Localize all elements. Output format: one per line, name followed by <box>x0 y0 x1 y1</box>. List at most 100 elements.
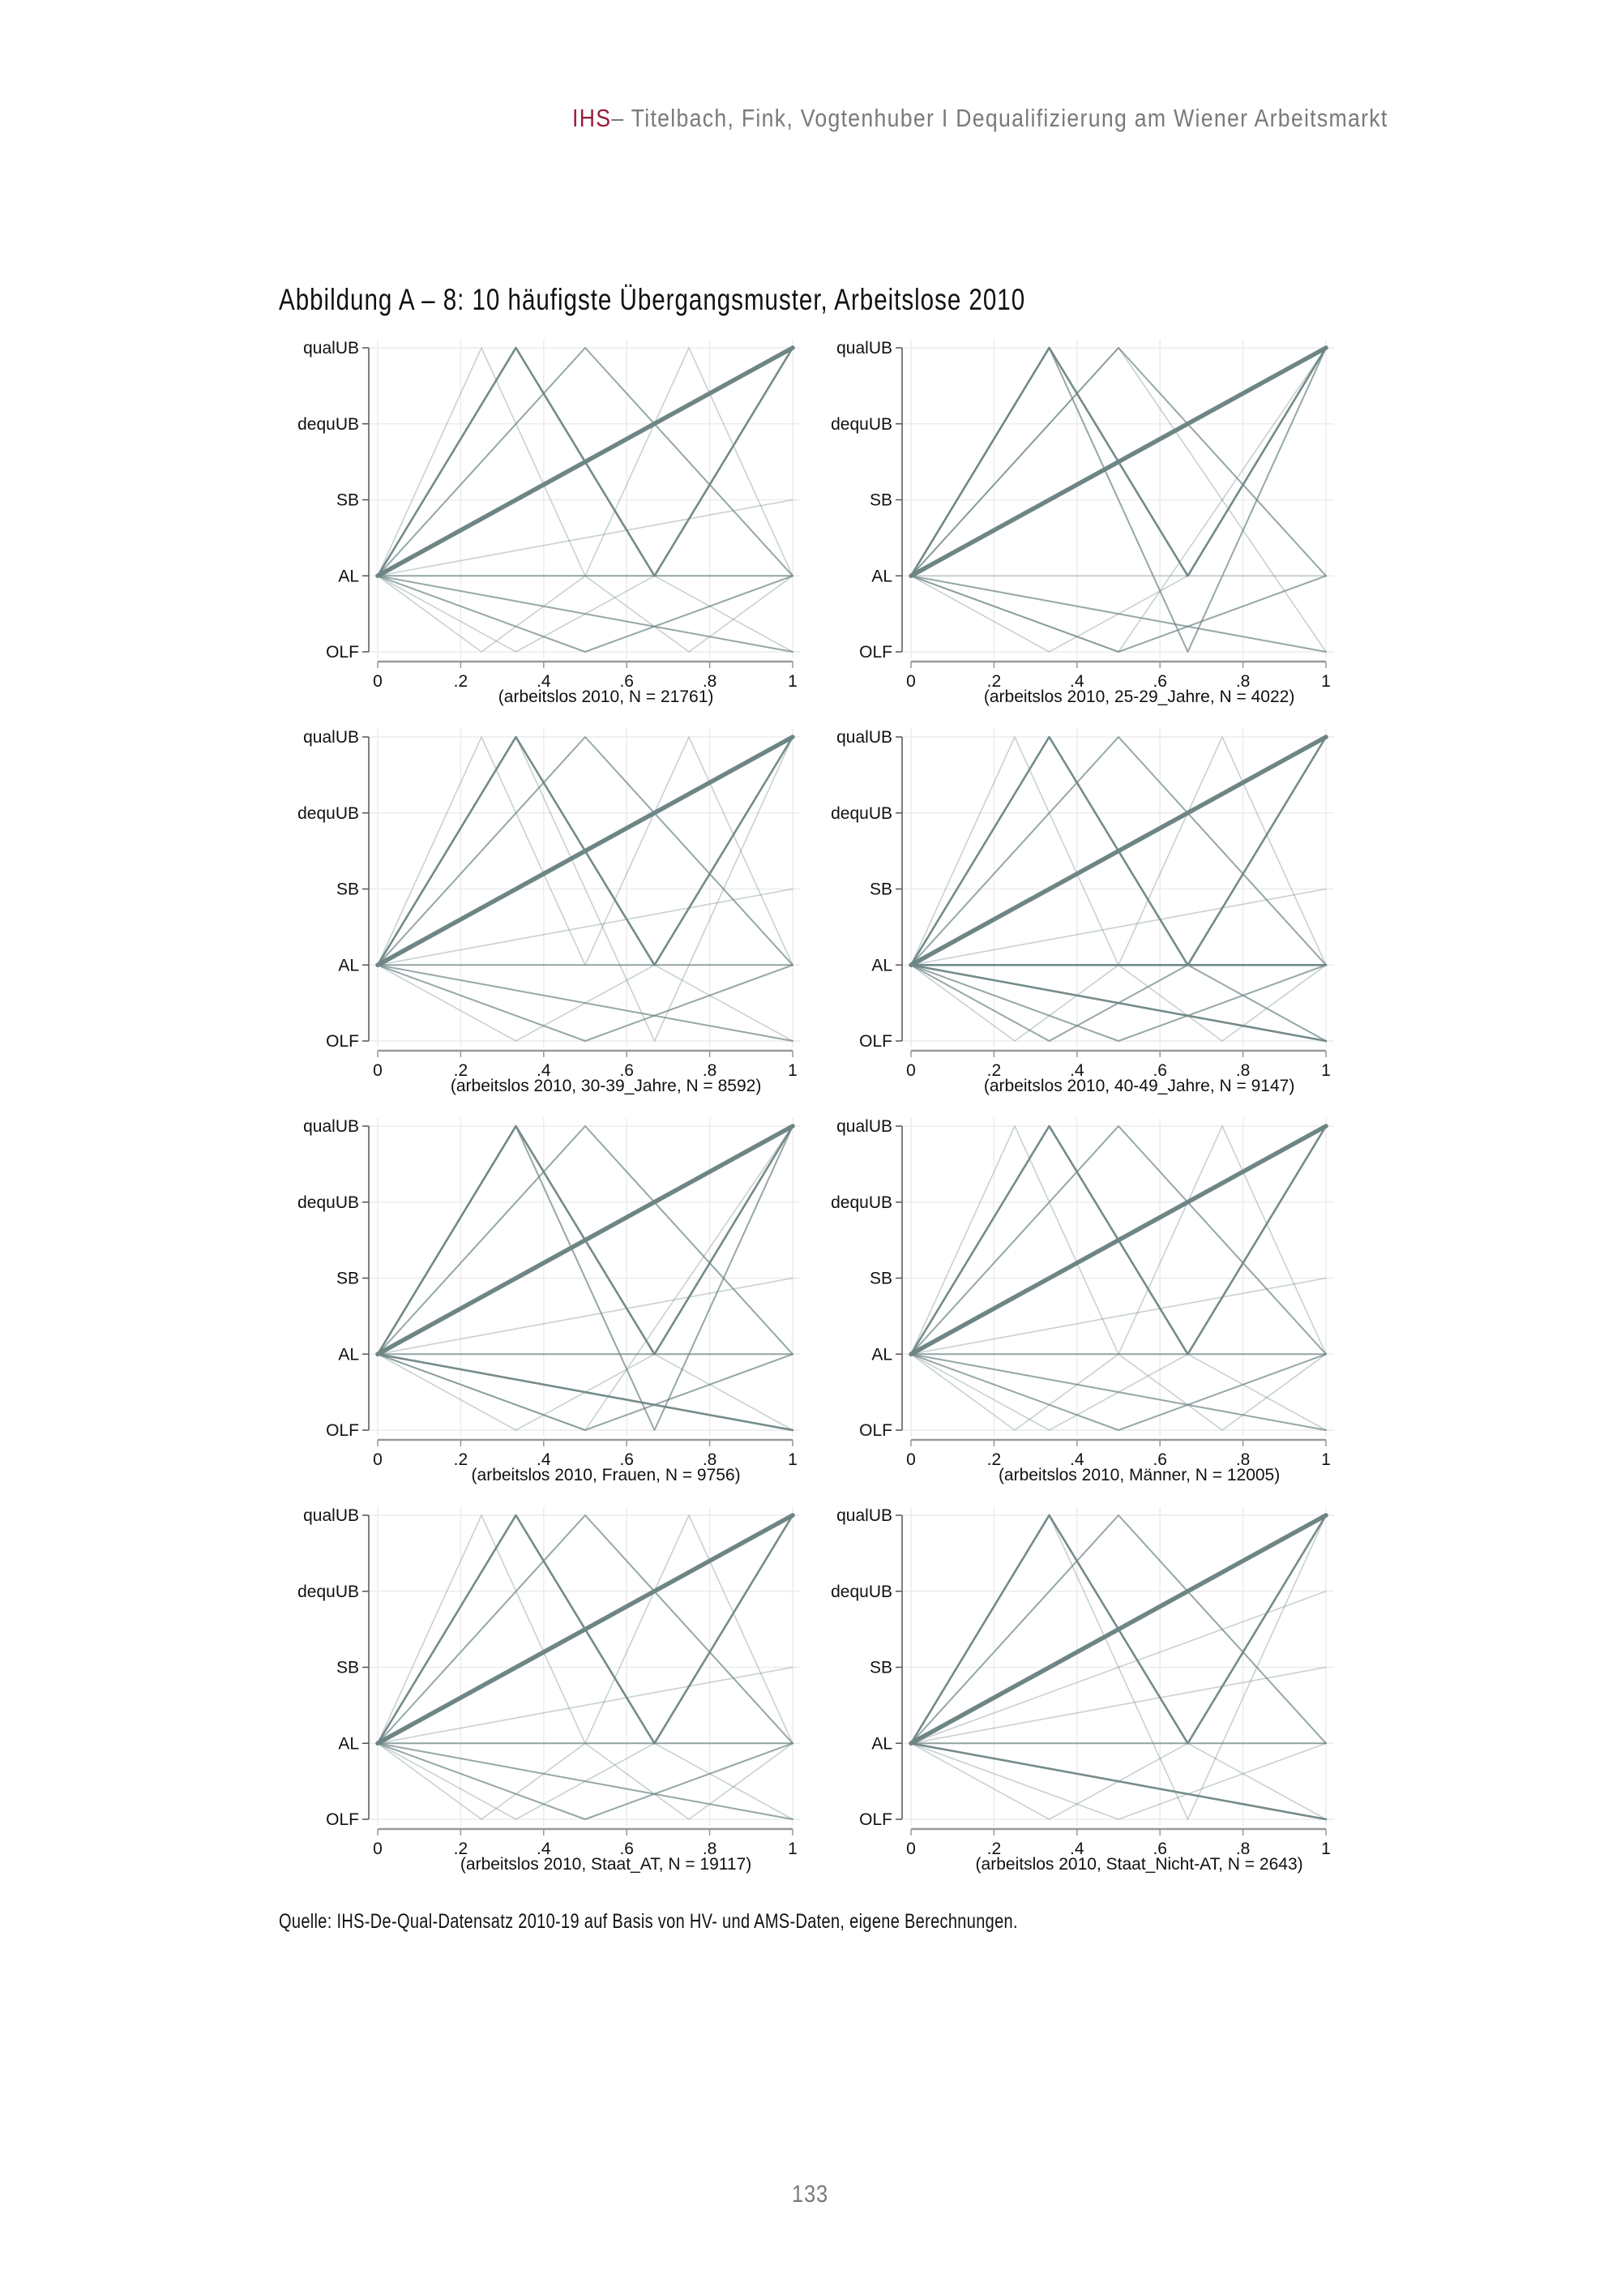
x-tick-label: .6 <box>1153 1061 1167 1080</box>
sequence-line <box>377 1125 793 1356</box>
x-axis-title: (arbeitslos 2010, Staat_AT, N = 19117) <box>460 1855 751 1874</box>
x-tick-label: .2 <box>454 1450 468 1469</box>
x-tick-label: 0 <box>373 1061 383 1080</box>
x-tick-label: 1 <box>1321 1840 1331 1858</box>
x-tick-label: .8 <box>703 1450 717 1469</box>
x-tick-label: .8 <box>703 672 717 691</box>
x-tick-label: .2 <box>987 672 1002 691</box>
x-tick-label: .8 <box>703 1840 717 1858</box>
y-tick-label: dequUB <box>297 415 359 434</box>
running-header: IHS– Titelbach, Fink, Vogtenhuber I Dequ… <box>572 104 1388 133</box>
sequence-line <box>910 1666 1327 1745</box>
chart-panel: OLF AL SB dequUB qualUB 0 .2 .4 .6 .8 1 (arbeitslos… <box>297 1117 801 1484</box>
chart-panel: OLF AL SB dequUB qualUB 0 .2 .4 .6 .8 1 (arbeitslos… <box>297 1506 801 1874</box>
x-tick-label: .6 <box>619 1061 634 1080</box>
chart-panel: OLF AL SB dequUB qualUB 0 .2 .4 .6 .8 1 (arbeitslos… <box>297 728 801 1095</box>
x-tick-label: .6 <box>1153 1450 1167 1469</box>
y-tick-label: dequUB <box>297 1583 359 1601</box>
y-tick-label: OLF <box>859 643 892 662</box>
sequence-line <box>375 1513 795 1746</box>
x-tick-label: 0 <box>906 1450 916 1469</box>
y-tick-label: SB <box>870 491 892 510</box>
x-tick-label: .4 <box>537 672 551 691</box>
y-tick-label: AL <box>871 567 892 585</box>
sequence-line <box>910 964 1327 1042</box>
x-tick-label: 0 <box>373 672 383 691</box>
source-note: Quelle: IHS-De-Qual-Datensatz 2010-19 au… <box>279 1910 1018 1933</box>
x-axis-title: (arbeitslos 2010, 25-29_Jahre, N = 4022) <box>984 688 1295 706</box>
sequence-line <box>910 888 1327 966</box>
x-tick-label: .8 <box>1236 1840 1251 1858</box>
x-tick-label: .2 <box>987 1450 1002 1469</box>
y-tick-label: OLF <box>859 1421 892 1440</box>
y-tick-label: AL <box>871 1345 892 1364</box>
x-tick-label: 1 <box>788 1061 798 1080</box>
x-tick-label: 1 <box>788 1840 798 1858</box>
x-tick-label: 1 <box>1321 672 1331 691</box>
page-number: 133 <box>792 2181 829 2208</box>
y-tick-label: OLF <box>326 1810 359 1829</box>
sequence-line <box>375 1124 795 1357</box>
x-tick-label: 0 <box>373 1840 383 1858</box>
sequence-line <box>377 964 793 1042</box>
chart-panel: OLF AL SB dequUB qualUB 0 .2 .4 .6 .8 1 (arbeitslos… <box>831 1117 1334 1484</box>
y-tick-label: AL <box>338 567 359 585</box>
sequence-line <box>910 1277 1327 1356</box>
y-tick-label: OLF <box>326 643 359 662</box>
sequence-line <box>910 347 1327 577</box>
y-tick-label: dequUB <box>831 1193 892 1212</box>
x-tick-label: .4 <box>537 1840 551 1858</box>
x-axis-title: (arbeitslos 2010, 30-39_Jahre, N = 8592) <box>451 1077 762 1095</box>
sequence-line <box>377 499 793 577</box>
y-tick-label: dequUB <box>831 804 892 823</box>
chart-panel: OLF AL SB dequUB qualUB 0 .2 .4 .6 .8 1 (arbeitslos… <box>831 1506 1334 1874</box>
x-tick-label: .6 <box>1153 1840 1167 1858</box>
x-tick-label: .4 <box>537 1061 551 1080</box>
sequence-line <box>909 735 1328 968</box>
y-tick-label: SB <box>870 880 892 899</box>
x-tick-label: .8 <box>1236 1450 1251 1469</box>
sequence-line <box>910 1742 1327 1820</box>
sequence-line <box>377 1666 793 1745</box>
y-tick-label: AL <box>871 956 892 975</box>
y-tick-label: OLF <box>326 1421 359 1440</box>
x-tick-label: .8 <box>1236 1061 1251 1080</box>
sequence-line <box>910 1125 1327 1356</box>
y-tick-label: dequUB <box>297 1193 359 1212</box>
y-tick-label: OLF <box>859 1032 892 1051</box>
sequence-line <box>910 1353 1327 1431</box>
sequence-line <box>910 736 1327 966</box>
sequence-line <box>377 888 793 966</box>
sequence-line <box>910 1353 1327 1431</box>
x-tick-label: 0 <box>906 1061 916 1080</box>
sequence-line <box>377 1353 793 1431</box>
y-tick-label: AL <box>871 1734 892 1753</box>
y-tick-label: SB <box>870 1659 892 1677</box>
y-tick-label: SB <box>336 1659 359 1677</box>
y-tick-label: AL <box>338 1345 359 1364</box>
x-tick-label: .4 <box>1070 672 1084 691</box>
sequence-line <box>910 575 1327 653</box>
y-tick-label: qualUB <box>836 1506 892 1525</box>
x-axis-title: (arbeitslos 2010, 40-49_Jahre, N = 9147) <box>984 1077 1295 1095</box>
x-tick-label: .6 <box>619 1840 634 1858</box>
sequence-line <box>909 1513 1328 1746</box>
chart-panel: OLF AL SB dequUB qualUB 0 .2 .4 .6 .8 1 (arbeitslos… <box>831 339 1334 706</box>
x-axis-title: (arbeitslos 2010, Männer, N = 12005) <box>999 1466 1280 1484</box>
y-tick-label: qualUB <box>303 339 359 358</box>
sequence-line <box>377 347 793 577</box>
sequence-line <box>377 736 793 966</box>
y-tick-label: qualUB <box>303 1117 359 1136</box>
y-tick-label: SB <box>870 1270 892 1288</box>
sequence-line <box>375 345 795 579</box>
y-tick-label: qualUB <box>303 1506 359 1525</box>
x-tick-label: .6 <box>619 1450 634 1469</box>
sequence-line <box>909 1742 1328 1821</box>
x-tick-label: .4 <box>1070 1450 1084 1469</box>
header-brand: IHS <box>572 104 612 132</box>
sequence-line <box>909 345 1328 579</box>
y-tick-label: OLF <box>859 1810 892 1829</box>
x-axis-title: (arbeitslos 2010, N = 21761) <box>498 688 714 706</box>
sequence-line <box>910 1514 1327 1745</box>
x-tick-label: .4 <box>1070 1061 1084 1080</box>
